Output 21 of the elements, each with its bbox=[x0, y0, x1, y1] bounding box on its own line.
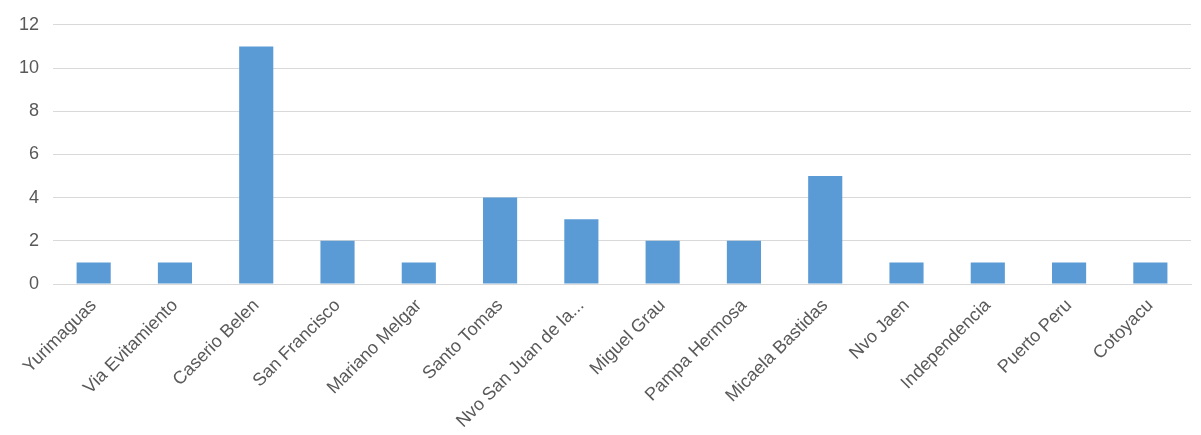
y-tick-label: 8 bbox=[29, 100, 40, 121]
y-tick-label: 4 bbox=[29, 186, 40, 207]
bar bbox=[401, 262, 436, 284]
bar bbox=[239, 46, 274, 284]
y-tick-label: 10 bbox=[18, 56, 40, 77]
bar bbox=[76, 262, 111, 284]
bar bbox=[808, 176, 843, 284]
bar bbox=[645, 240, 680, 284]
bar bbox=[726, 240, 762, 284]
y-tick-label: 2 bbox=[29, 229, 40, 250]
y-tick-label: 12 bbox=[18, 13, 40, 34]
bar bbox=[889, 262, 924, 284]
bar bbox=[564, 219, 599, 284]
y-tick-label: 6 bbox=[29, 143, 40, 164]
y-tick-label: 0 bbox=[29, 273, 40, 293]
bar bbox=[1133, 262, 1168, 284]
bar bbox=[970, 262, 1005, 284]
bar bbox=[320, 240, 355, 284]
bar bbox=[483, 197, 518, 284]
bar bbox=[1052, 262, 1087, 284]
bar bbox=[157, 262, 193, 284]
